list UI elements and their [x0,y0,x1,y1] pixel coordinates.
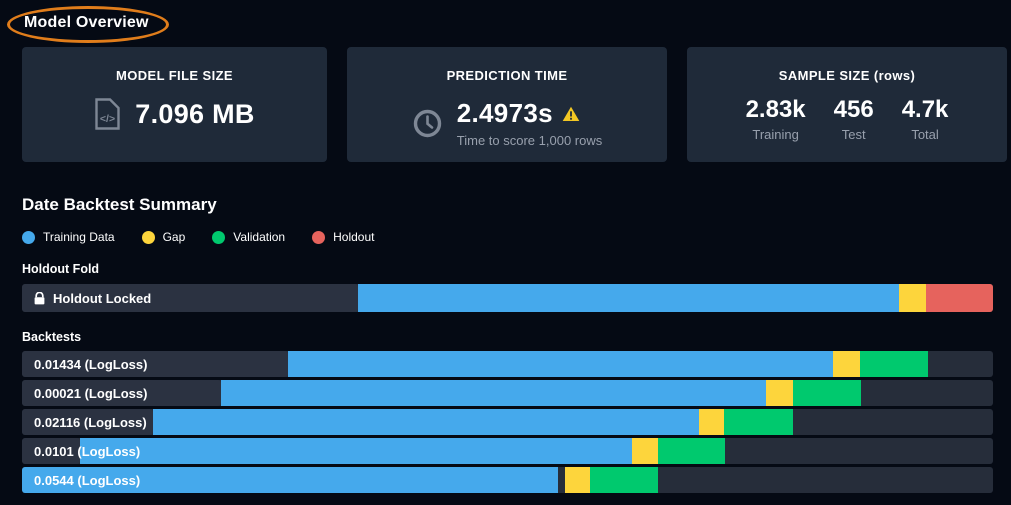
stat-value: 4.7k [901,96,949,123]
legend-dot [312,230,326,244]
prediction-time-value: 2.4973s [456,98,553,128]
card-title: MODEL FILE SIZE [116,68,233,83]
legend-item-validation: Validation [212,230,285,244]
holdout-bar-segments [22,284,993,312]
backtest-rows: 0.01434 (LogLoss) 0.00021 (LogLoss) 0.0211… [22,351,993,493]
holdout-bar-label: Holdout Locked [34,284,151,312]
legend-label: Validation [233,230,286,244]
legend-label: Training Data [43,230,115,244]
holdout-fold-label: Holdout Fold [22,262,100,276]
prediction-time-card: PREDICTION TIME 2.4973s [347,47,667,162]
backtest-bar-1: 0.01434 (LogLoss) [22,351,993,377]
card-title: PREDICTION TIME [446,68,568,83]
backtest-bar-5: 0.0544 (LogLoss) [22,467,993,493]
stat-cards: MODEL FILE SIZE </> 7.096 MB PREDICTION … [22,47,1007,162]
segment-validation [658,438,725,464]
backtest-bar-3: 0.02116 (LogLoss) [22,409,993,435]
legend-dot [141,230,155,244]
backtest-bar-segments [22,351,993,377]
stat-label: Total [911,127,939,142]
file-code-icon: </> [94,98,121,130]
backtest-bar-label: 0.0544 (LogLoss) [34,467,140,493]
backtest-bar-segments [22,380,993,406]
backtest-bar-segments [22,409,993,435]
segment-gap [765,380,793,406]
date-backtest-summary: Date Backtest Summary Training Data Gap Va… [22,195,993,493]
segment-validation [724,409,793,435]
page-header: Model Overview [0,0,1011,44]
backtest-bar-label: 0.01434 (LogLoss) [34,351,147,377]
page-title: Model Overview [24,14,149,31]
backtest-bar-2: 0.00021 (LogLoss) [22,380,993,406]
segment-gap [832,351,860,377]
segment-label [22,409,154,435]
segment-gap [631,438,658,464]
lock-icon [34,291,45,305]
sample-stat-training: 2.83k Training [746,96,806,142]
segment-training [357,284,899,312]
backtest-bar-label: 0.0101 (LogLoss) [34,438,140,464]
segment-validation [590,467,658,493]
legend: Training Data Gap Validation Holdout [22,230,993,244]
legend-item-training-data: Training Data [22,230,115,244]
legend-item-holdout: Holdout [312,230,374,244]
logloss-value: 0.01434 (LogLoss) [34,356,148,372]
backtests-label: Backtests [22,330,82,344]
sample-stat-test: 456 Test [834,96,874,142]
segment-training [80,438,632,464]
legend-item-gap: Gap [141,230,186,244]
model-file-size-card: MODEL FILE SIZE </> 7.096 MB [22,47,327,162]
segment-validation [792,380,861,406]
legend-label: Gap [162,230,186,244]
segment-training [22,467,558,493]
segment-label [22,380,222,406]
backtest-summary-title: Date Backtest Summary [22,195,217,214]
prediction-time-subtitle: Time to score 1,000 rows [456,133,603,148]
backtest-bar-label: 0.02116 (LogLoss) [34,409,147,435]
segment-gap [898,284,926,312]
holdout-locked-text: Holdout Locked [53,290,152,306]
logloss-value: 0.0544 (LogLoss) [34,472,141,488]
backtest-bar-segments [22,467,993,493]
backtest-bar-label: 0.00021 (LogLoss) [34,380,147,406]
model-file-size-value: 7.096 MB [135,98,255,129]
legend-label: Holdout [333,230,375,244]
stat-value: 456 [833,96,874,123]
sample-size-stats: 2.83k Training 456 Test 4.7k Total [687,96,1007,142]
legend-dot [212,230,226,244]
segment-holdout [926,284,993,312]
segment-gap [564,467,591,493]
backtest-bar-segments [22,438,993,464]
segment-gap [698,409,725,435]
legend-dot [22,230,35,244]
logloss-value: 0.0101 (LogLoss) [34,443,141,459]
segment-training [221,380,766,406]
card-title: SAMPLE SIZE (rows) [778,68,916,83]
logloss-value: 0.02116 (LogLoss) [34,414,147,430]
segment-training [153,409,699,435]
segment-validation [859,351,928,377]
segment-label [22,438,81,464]
clock-icon [412,108,443,139]
warning-icon [562,106,580,122]
segment-label [22,351,289,377]
holdout-bar: Holdout Locked [22,284,993,312]
segment-label [22,284,358,312]
svg-text:</>: </> [100,113,115,125]
stat-value: 2.83k [745,96,806,123]
sample-size-card: SAMPLE SIZE (rows) 2.83k Training 456 Test 4… [687,47,1007,162]
sample-stat-total: 4.7k Total [902,96,949,142]
logloss-value: 0.00021 (LogLoss) [34,385,148,401]
backtest-bar-4: 0.0101 (LogLoss) [22,438,993,464]
stat-label: Test [841,127,866,142]
segment-training [288,351,833,377]
stat-label: Training [752,127,799,142]
